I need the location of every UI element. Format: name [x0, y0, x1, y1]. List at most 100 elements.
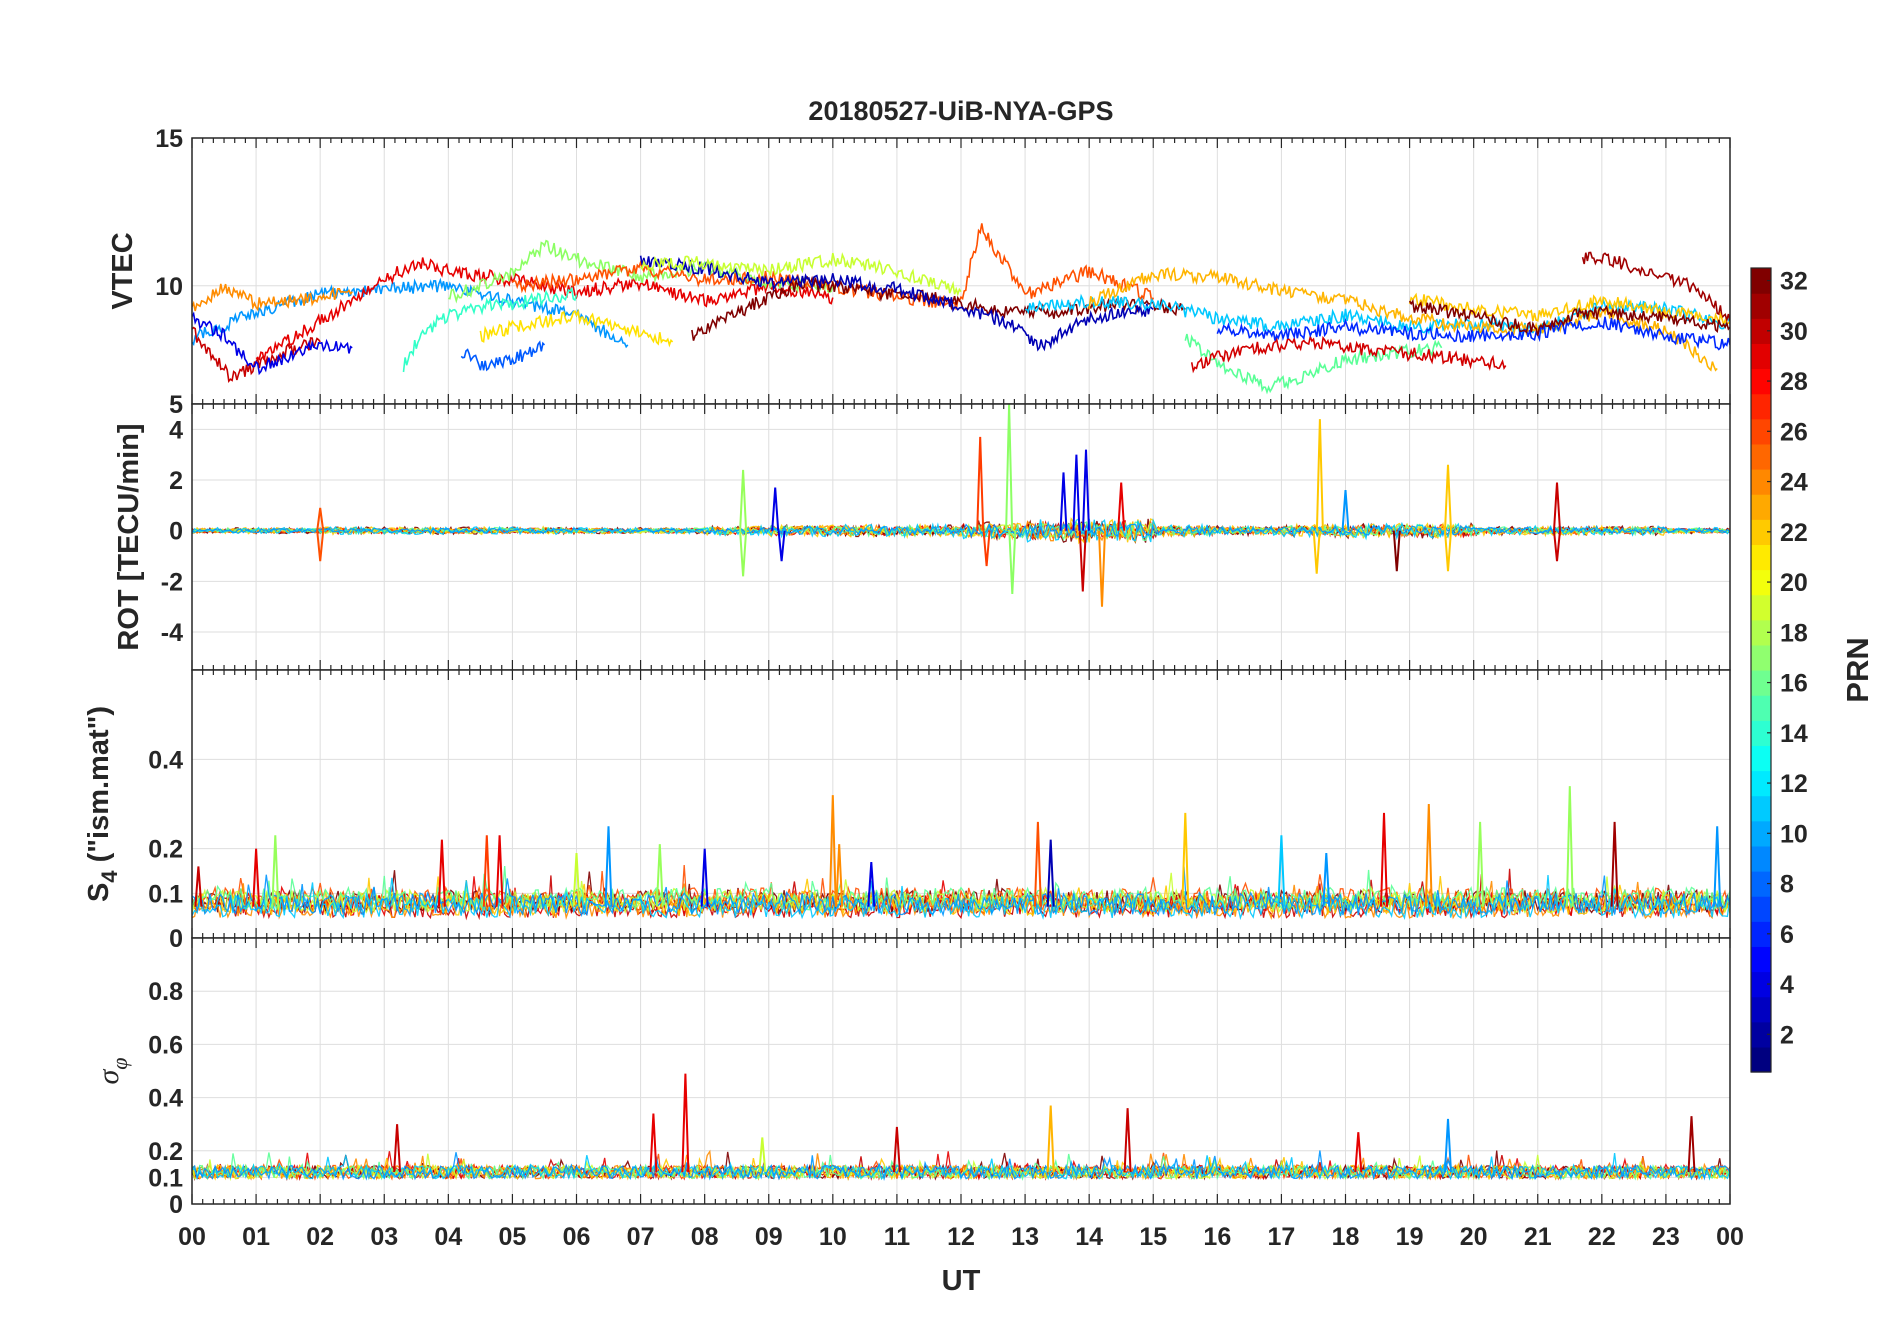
x-tick-label: 01: [242, 1223, 270, 1251]
vtec-series-prn-6: [1216, 316, 1730, 351]
spike-mark: [1380, 812, 1388, 907]
spike-mark: [316, 530, 325, 562]
colorbar-tick-label: 30: [1780, 318, 1808, 346]
colorbar-segment: [1751, 896, 1771, 922]
noise-series: [192, 520, 1730, 539]
y-tick-label: -4: [161, 619, 183, 647]
x-tick-label: 06: [563, 1223, 591, 1251]
y-tick-label: 0.8: [148, 978, 183, 1006]
spike-mark: [1046, 1105, 1055, 1173]
s4-ylabel: S4 ("ism.mat"): [83, 706, 122, 902]
noise-series: [192, 1150, 1730, 1182]
colorbar-segment: [1751, 695, 1771, 721]
panel-data: [192, 404, 1730, 607]
x-tick-label: 12: [947, 1223, 975, 1251]
panel-s4: 0 0.1 0.2 0.4: [148, 669, 1731, 953]
colorbar-segment: [1751, 293, 1771, 319]
spike-mark: [604, 826, 613, 907]
y-tick-label: 0.6: [148, 1031, 183, 1059]
spike-mark: [572, 853, 581, 907]
x-tick-label: 16: [1203, 1223, 1231, 1251]
spike-mark: [1005, 404, 1014, 531]
spike-mark: [1687, 1116, 1696, 1173]
vtec-series-prn-20: [479, 308, 674, 348]
vtec-series-prn-8: [460, 340, 546, 372]
colorbar-segment: [1751, 845, 1771, 872]
colorbar-tick-label: 18: [1780, 619, 1808, 647]
colorbar-tick-label: 22: [1780, 519, 1808, 547]
y-tick-label: 0.2: [148, 1138, 183, 1166]
spike-mark: [437, 839, 446, 907]
x-tick-label: 09: [755, 1223, 783, 1251]
spike-mark: [1553, 482, 1561, 531]
colorbar-segment: [1751, 469, 1771, 495]
colorbar-segment: [1751, 670, 1771, 696]
colorbar-tick-label: 20: [1780, 569, 1808, 597]
x-tick-labels: 00 01 02 03 04 05 06 07 08 09 10 11 12 13 14 15 16 17 18 19…: [178, 1223, 1744, 1251]
colorbar-segment: [1751, 770, 1771, 797]
vtec-series-prn-4: [192, 311, 353, 376]
colorbar-segment: [1751, 544, 1771, 571]
vtec-series-prn-2: [639, 255, 1154, 352]
noise-series: [192, 866, 1730, 912]
spike-mark: [739, 530, 748, 577]
s4-ylabel-sub: 4: [97, 870, 122, 883]
colorbar-segment: [1751, 494, 1771, 520]
y-tick-label: 0.1: [148, 1164, 183, 1192]
x-axis-label: UT: [942, 1265, 981, 1297]
x-tick-label: 04: [434, 1223, 462, 1251]
x-tick-label: 17: [1268, 1223, 1296, 1251]
colorbar-segment: [1751, 594, 1771, 621]
colorbar-tick-label: 8: [1780, 871, 1794, 899]
x-tick-label: 03: [370, 1223, 398, 1251]
spike-mark: [1424, 803, 1433, 907]
y-tick-label: 0.4: [148, 746, 183, 774]
x-tick-label: 21: [1524, 1223, 1552, 1251]
colorbar-segment: [1751, 720, 1771, 746]
spike-mark: [1392, 530, 1401, 572]
spike-mark: [867, 862, 876, 907]
spike-mark: [982, 530, 991, 567]
spike-mark: [1082, 449, 1090, 531]
colorbar-tick-label: 10: [1780, 820, 1808, 848]
colorbar-tick-label: 16: [1780, 670, 1808, 698]
spike-mark: [835, 844, 844, 907]
y-tick-label: 0: [169, 925, 183, 953]
colorbar-tick-label: 6: [1780, 921, 1794, 949]
x-tick-label: 00: [178, 1223, 206, 1251]
spike-mark: [252, 848, 261, 907]
spike-mark: [976, 436, 985, 531]
panel-sigma: 00.10.2 0.4 0.6 0.8: [148, 937, 1731, 1219]
x-tick-label: 00: [1716, 1223, 1744, 1251]
x-tick-label: 10: [819, 1223, 847, 1251]
x-tick-label: 22: [1588, 1223, 1616, 1251]
vtec-series-prn-18: [639, 252, 962, 297]
spike-mark: [758, 1137, 767, 1173]
vtec-ylabel: VTEC: [107, 232, 139, 309]
panel-rot: -4 -2 0 2 45: [161, 391, 1731, 671]
spike-mark: [1008, 530, 1017, 595]
colorbar-segment: [1751, 519, 1771, 545]
y-tick-label: 4: [169, 416, 183, 444]
spike-mark: [1354, 1132, 1363, 1173]
spike-mark: [1117, 482, 1126, 531]
y-tick-label: 10: [155, 273, 183, 301]
x-tick-label: 02: [306, 1223, 334, 1251]
colorbar-segment: [1751, 946, 1771, 973]
y-tick-label: 0: [169, 518, 183, 546]
spike-mark: [482, 835, 491, 907]
spike-mark: [1277, 835, 1286, 907]
spike-mark: [1322, 853, 1331, 907]
x-tick-label: 05: [499, 1223, 527, 1251]
spike-mark: [1444, 530, 1452, 572]
panel-data: [192, 223, 1730, 395]
spike-mark: [1713, 826, 1722, 907]
colorbar-segment: [1751, 569, 1771, 596]
vtec-series-prn-32: [1408, 298, 1730, 336]
spike-mark: [1312, 530, 1321, 574]
colorbar-segment: [1751, 368, 1771, 395]
colorbar-segment: [1751, 418, 1771, 445]
x-tick-label: 11: [884, 1223, 911, 1251]
